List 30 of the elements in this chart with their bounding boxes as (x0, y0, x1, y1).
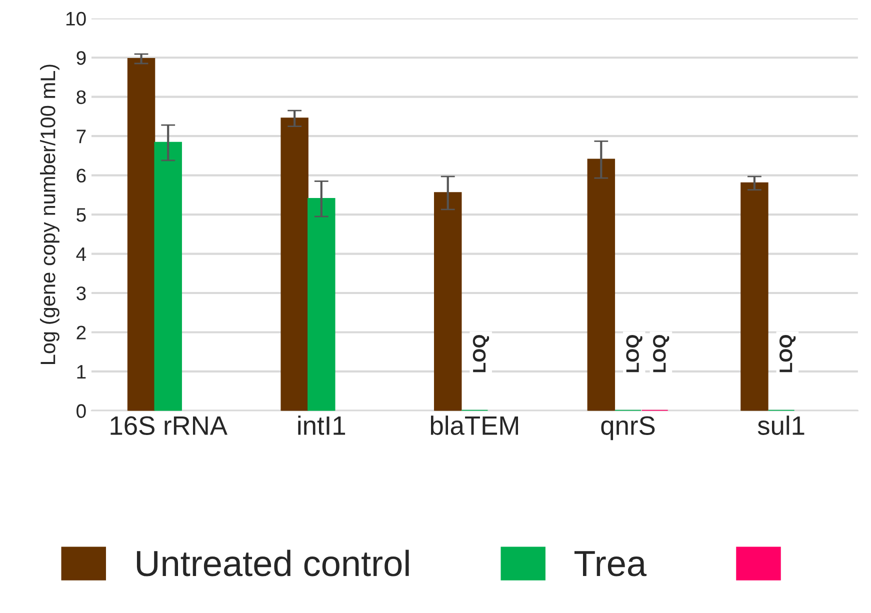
bar (127, 58, 156, 411)
y-tick-label: 10 (66, 12, 86, 26)
y-tick-label: 3 (76, 286, 86, 300)
y-tick-label: 9 (76, 51, 86, 65)
y-tick-label: 6 (76, 168, 86, 183)
data-label: LOQ (472, 335, 490, 372)
y-tick-label: 0 (76, 404, 86, 418)
legend-label: Trea (574, 551, 647, 576)
bar (280, 118, 308, 411)
bar (740, 182, 768, 411)
x-tick-label: intI1 (298, 416, 346, 435)
x-tick-label: qnrS (601, 416, 655, 440)
data-label: LOQ (779, 335, 796, 372)
bar (587, 158, 616, 411)
y-tick-label: 1 (77, 365, 86, 379)
legend-label: Untreated control (136, 550, 409, 576)
data-label: LOQ (626, 335, 642, 372)
bar (434, 192, 462, 411)
y-tick-label: 7 (76, 130, 86, 144)
y-tick-label: 8 (76, 90, 86, 104)
bar (154, 142, 182, 411)
y-tick-label: 4 (76, 247, 86, 261)
bar (308, 198, 336, 411)
x-tick-label: sul1 (758, 416, 804, 435)
x-tick-label: 16S rRNA (110, 416, 228, 435)
y-tick-label: 2 (76, 326, 86, 340)
y-axis-title: Log (gene copy number/100 mL) (40, 64, 60, 364)
data-label: LOQ (653, 335, 670, 372)
y-tick-label: 5 (76, 208, 86, 222)
x-tick-label: blaTEM (430, 416, 518, 435)
